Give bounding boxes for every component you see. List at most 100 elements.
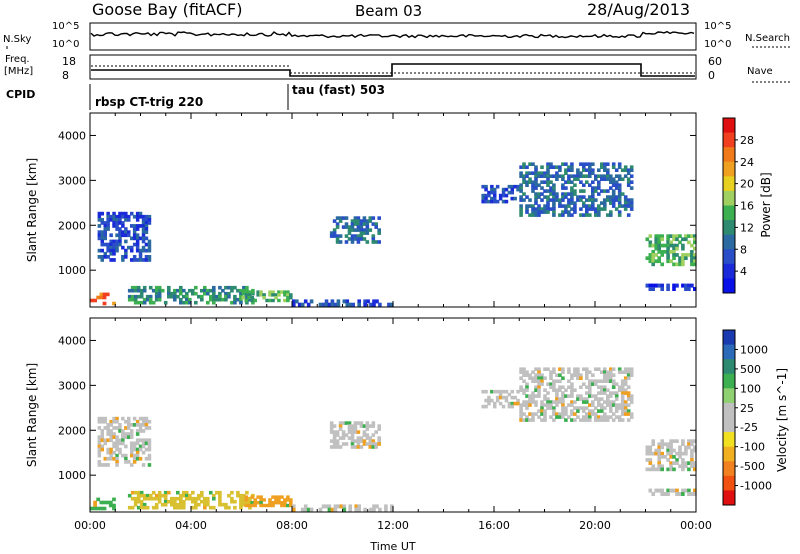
heatmap-cell-velocity <box>629 400 634 404</box>
heatmap-cell-power <box>684 283 688 288</box>
heatmap-cell-velocity <box>614 397 619 401</box>
heatmap-cell-power <box>567 174 571 178</box>
heatmap-cell-velocity <box>203 499 207 504</box>
heatmap-cell-velocity <box>100 432 104 436</box>
heatmap-cell-power <box>176 294 180 299</box>
heatmap-cell-velocity <box>660 467 664 472</box>
heatmap-cell-velocity <box>375 504 379 509</box>
heatmap-cell-velocity <box>690 442 694 447</box>
heatmap-cell-power <box>103 221 107 225</box>
heatmap-cell-power <box>573 189 577 193</box>
heatmap-cell-power <box>629 201 634 205</box>
heatmap-cell-power <box>139 291 144 296</box>
heatmap-cell-velocity <box>239 505 243 510</box>
colorbar-tick-label: -25 <box>740 421 758 434</box>
heatmap-cell-velocity <box>626 376 631 380</box>
heatmap-cell-velocity <box>576 397 580 401</box>
heatmap-cell-velocity <box>141 416 146 421</box>
heatmap-cell-velocity <box>102 506 107 511</box>
heatmap-cell-power <box>660 287 664 291</box>
heatmap-cell-velocity <box>609 379 613 383</box>
heatmap-cell-velocity <box>248 496 252 501</box>
heatmap-cell-velocity <box>157 493 162 498</box>
heatmap-cell-velocity <box>681 451 685 456</box>
heatmap-cell-power <box>271 293 275 297</box>
heatmap-cell-velocity <box>681 488 685 493</box>
heatmap-cell-velocity <box>570 412 574 416</box>
heatmap-cell-power <box>135 236 140 241</box>
heatmap-cell-power <box>106 211 110 216</box>
heatmap-cell-power <box>669 234 673 238</box>
heatmap-cell-power <box>124 218 128 222</box>
heatmap-cell-power <box>594 177 598 181</box>
heatmap-cell-power <box>372 302 376 307</box>
nsearch-tick-low: 10^0 <box>704 39 731 50</box>
heatmap-cell-velocity <box>487 401 491 406</box>
heatmap-cell-power <box>221 297 225 302</box>
heatmap-cell-velocity <box>570 376 574 380</box>
heatmap-cell-velocity <box>561 406 565 410</box>
heatmap-cell-power <box>629 186 634 190</box>
heatmap-cell-power <box>546 204 550 208</box>
heatmap-cell-power <box>333 302 338 307</box>
colorbar-tick-label: 8 <box>740 243 747 256</box>
heatmap-cell-velocity <box>660 488 664 493</box>
heatmap-cell-power <box>347 237 352 241</box>
heatmap-cell-velocity <box>623 382 628 386</box>
heatmap-cell-power <box>666 240 670 245</box>
heatmap-cell-power <box>484 199 488 204</box>
heatmap-cell-velocity <box>537 409 541 413</box>
heatmap-cell-power <box>620 168 625 172</box>
heatmap-cell-velocity <box>519 385 523 389</box>
y-tick-label: 4000 <box>58 334 86 347</box>
heatmap-cell-power <box>127 214 131 219</box>
heatmap-cell-velocity <box>127 460 131 464</box>
heatmap-cell-power <box>617 192 622 196</box>
heatmap-cell-power <box>300 302 305 307</box>
heatmap-cell-velocity <box>109 450 113 455</box>
heatmap-cell-velocity <box>600 385 604 389</box>
heatmap-cell-power <box>582 201 586 205</box>
heatmap-cell-power <box>136 294 141 299</box>
heatmap-cell-power <box>666 256 670 260</box>
heatmap-cell-velocity <box>525 388 529 392</box>
heatmap-cell-velocity <box>121 429 125 433</box>
heatmap-cell-velocity <box>133 496 138 501</box>
heatmap-cell-power <box>672 243 676 248</box>
heatmap-cell-velocity <box>522 370 526 374</box>
heatmap-cell-velocity <box>147 456 152 461</box>
heatmap-cell-power <box>97 248 102 253</box>
heatmap-cell-velocity <box>206 496 210 501</box>
heatmap-cell-velocity <box>675 458 679 462</box>
heatmap-cell-velocity <box>332 424 337 428</box>
heatmap-cell-velocity <box>160 493 165 498</box>
heatmap-cell-velocity <box>657 464 661 469</box>
heatmap-cell-power <box>115 233 119 238</box>
heatmap-cell-velocity <box>626 397 631 401</box>
heatmap-cell-power <box>118 214 122 219</box>
heatmap-cell-power <box>100 255 104 259</box>
heatmap-cell-power <box>519 189 523 193</box>
heatmap-cell-velocity <box>142 505 147 510</box>
heatmap-cell-power <box>200 297 204 302</box>
heatmap-cell-power <box>154 294 159 299</box>
heatmap-cell-velocity <box>681 439 685 443</box>
heatmap-cell-power <box>657 246 661 251</box>
heatmap-cell-velocity <box>651 442 655 447</box>
heatmap-cell-velocity <box>585 400 589 404</box>
heatmap-cell-power <box>100 230 104 234</box>
heatmap-cell-power <box>690 234 694 238</box>
heatmap-cell-power <box>594 198 598 202</box>
heatmap-cell-velocity <box>377 439 381 443</box>
heatmap-cell-velocity <box>135 450 140 455</box>
heatmap-cell-power <box>212 300 216 305</box>
heatmap-cell-power <box>347 231 352 235</box>
heatmap-cell-power <box>112 239 116 244</box>
heatmap-cell-power <box>130 285 135 290</box>
heatmap-cell-velocity <box>645 458 650 462</box>
heatmap-cell-power <box>292 302 296 307</box>
heatmap-cell-velocity <box>173 496 177 501</box>
heatmap-cell-power <box>359 231 364 235</box>
heatmap-cell-velocity <box>342 507 347 512</box>
